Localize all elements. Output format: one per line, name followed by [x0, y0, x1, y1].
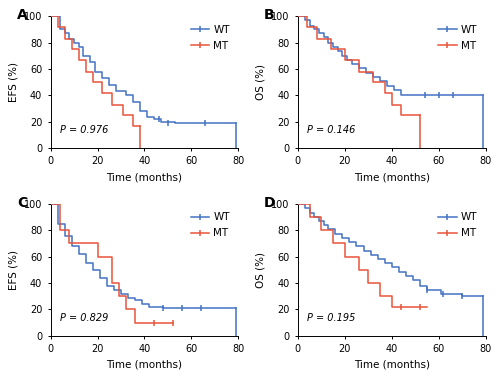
Y-axis label: EFS (%): EFS (%) [8, 250, 18, 290]
Text: D: D [264, 196, 276, 210]
Legend: WT, MT: WT, MT [188, 22, 233, 54]
Y-axis label: EFS (%): EFS (%) [8, 62, 18, 102]
X-axis label: Time (months): Time (months) [354, 359, 430, 370]
Text: P = 0.829: P = 0.829 [60, 313, 108, 322]
Legend: WT, MT: WT, MT [434, 209, 480, 242]
Y-axis label: OS (%): OS (%) [256, 64, 266, 100]
Legend: WT, MT: WT, MT [434, 22, 480, 54]
Legend: WT, MT: WT, MT [188, 209, 233, 242]
Y-axis label: OS (%): OS (%) [256, 252, 266, 288]
Text: P = 0.195: P = 0.195 [307, 313, 356, 322]
Text: B: B [264, 8, 274, 22]
X-axis label: Time (months): Time (months) [106, 359, 182, 370]
Text: P = 0.976: P = 0.976 [60, 125, 108, 135]
X-axis label: Time (months): Time (months) [106, 172, 182, 182]
Text: P = 0.146: P = 0.146 [307, 125, 356, 135]
Text: A: A [17, 8, 28, 22]
X-axis label: Time (months): Time (months) [354, 172, 430, 182]
Text: C: C [17, 196, 27, 210]
